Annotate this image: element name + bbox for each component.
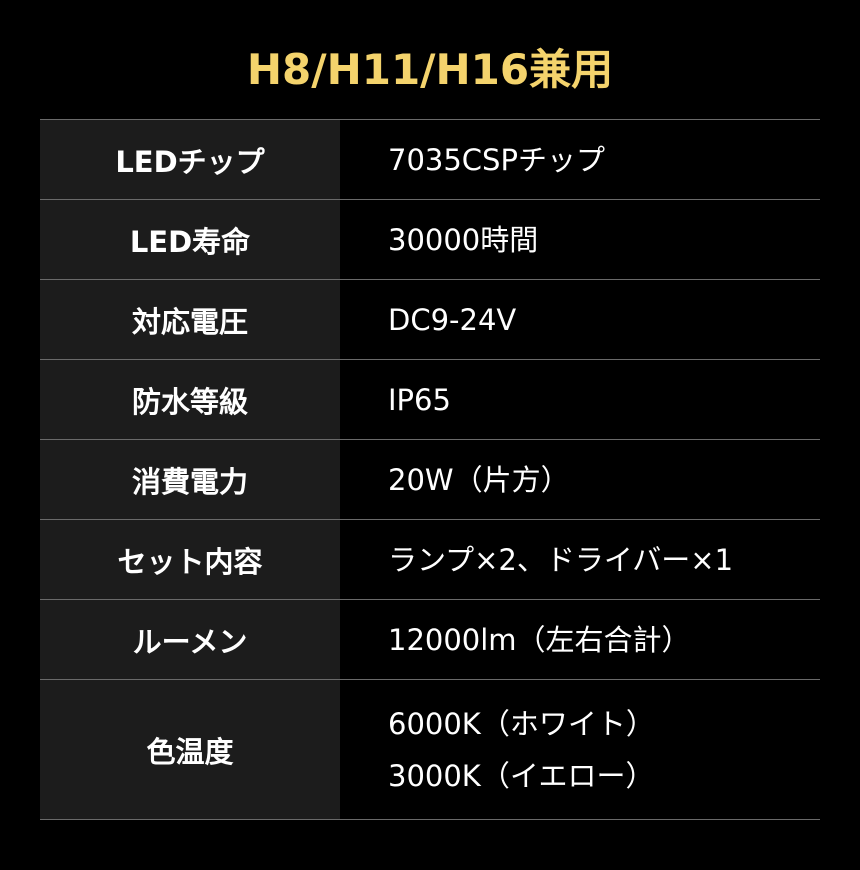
spec-label: 防水等級: [40, 360, 340, 439]
spec-value: 12000lm（左右合計）: [340, 600, 820, 679]
spec-value-line: 6000K（ホワイト）: [388, 706, 655, 741]
spec-label: セット内容: [40, 520, 340, 599]
spec-row: セット内容 ランプ×2、ドライバー×1: [40, 520, 820, 600]
spec-table: LEDチップ 7035CSPチップ LED寿命 30000時間対応電圧 DC9-24V 防…: [40, 119, 820, 820]
spec-value: 30000時間: [340, 200, 820, 279]
spec-value: ランプ×2、ドライバー×1: [340, 520, 820, 599]
spec-label: LEDチップ: [40, 120, 340, 199]
spec-label: 対応電圧: [40, 280, 340, 359]
spec-value: 6000K（ホワイト） 3000K（イエロー）: [340, 680, 820, 819]
spec-row: ルーメン 12000lm（左右合計）: [40, 600, 820, 680]
page-title: H8/H11/H16兼用: [246, 45, 614, 94]
spec-row: 防水等級 IP65: [40, 360, 820, 440]
spec-label: 消費電力: [40, 440, 340, 519]
spec-value-line: 12000lm（左右合計）: [388, 622, 691, 657]
spec-value: IP65: [340, 360, 820, 439]
spec-label: ルーメン: [40, 600, 340, 679]
spec-value-line: 3000K（イエロー）: [388, 758, 655, 793]
spec-value-line: 30000時間: [388, 222, 539, 257]
spec-row: 色温度 6000K（ホワイト） 3000K（イエロー）: [40, 680, 820, 820]
spec-row: 消費電力 20W（片方）: [40, 440, 820, 520]
spec-value-line: DC9-24V: [388, 302, 517, 337]
spec-value-line: ランプ×2、ドライバー×1: [388, 542, 734, 577]
spec-label: LED寿命: [40, 200, 340, 279]
spec-value-line: 20W（片方）: [388, 462, 570, 497]
spec-row: 対応電圧 DC9-24V: [40, 280, 820, 360]
spec-label: 色温度: [40, 680, 340, 819]
spec-value: 20W（片方）: [340, 440, 820, 519]
spec-value-line: IP65: [388, 382, 451, 417]
spec-row: LED寿命 30000時間: [40, 200, 820, 280]
spec-value-line: 7035CSPチップ: [388, 142, 605, 177]
spec-value: DC9-24V: [340, 280, 820, 359]
spec-row: LEDチップ 7035CSPチップ: [40, 120, 820, 200]
spec-value: 7035CSPチップ: [340, 120, 820, 199]
